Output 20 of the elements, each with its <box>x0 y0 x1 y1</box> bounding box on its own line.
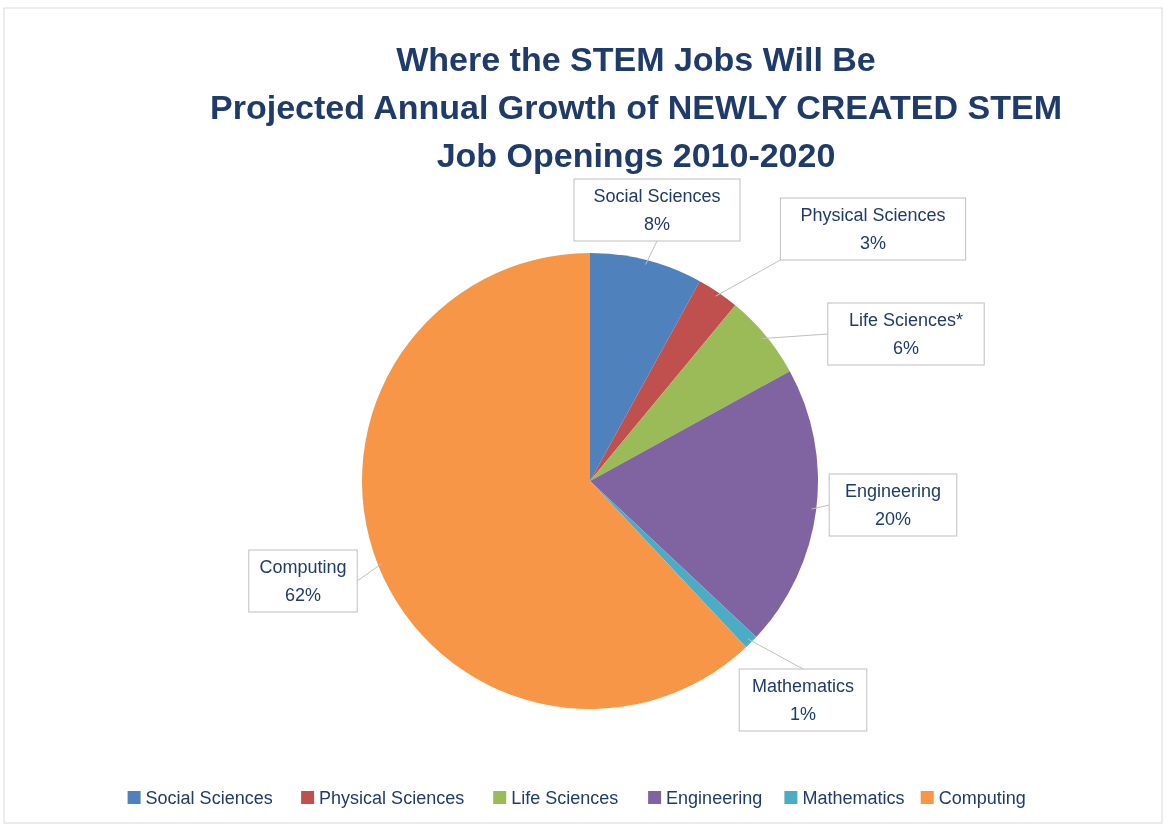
pie-slice <box>362 253 747 709</box>
legend-label: Mathematics <box>802 788 905 808</box>
data-label: Computing 62% <box>259 557 347 605</box>
legend-label: Physical Sciences <box>319 788 465 808</box>
pie-slice <box>590 481 757 648</box>
data-label: Social Sciences 8% <box>593 186 721 234</box>
data-label: Life Sciences* 6% <box>848 310 964 358</box>
data-label: Engineering 20% <box>844 481 942 529</box>
chart-title: Where the STEM Jobs Will Be <box>396 40 876 78</box>
legend-label: Social Sciences <box>145 788 273 808</box>
data-label: Mathematics 1% <box>751 676 855 724</box>
legend-label: Computing <box>938 788 1026 808</box>
data-label: Physical Sciences 3% <box>800 205 946 253</box>
pie-slice <box>590 371 818 638</box>
legend-label: Life Sciences <box>511 788 619 808</box>
legend-label: Engineering <box>666 788 763 808</box>
pie-slice <box>590 305 790 481</box>
chart-subtitle: Projected Annual Growth of NEWLY CREATED STEM Job Openings 2010-2020 <box>210 88 1062 174</box>
pie-slice <box>590 253 700 481</box>
pie-slice <box>590 281 736 481</box>
